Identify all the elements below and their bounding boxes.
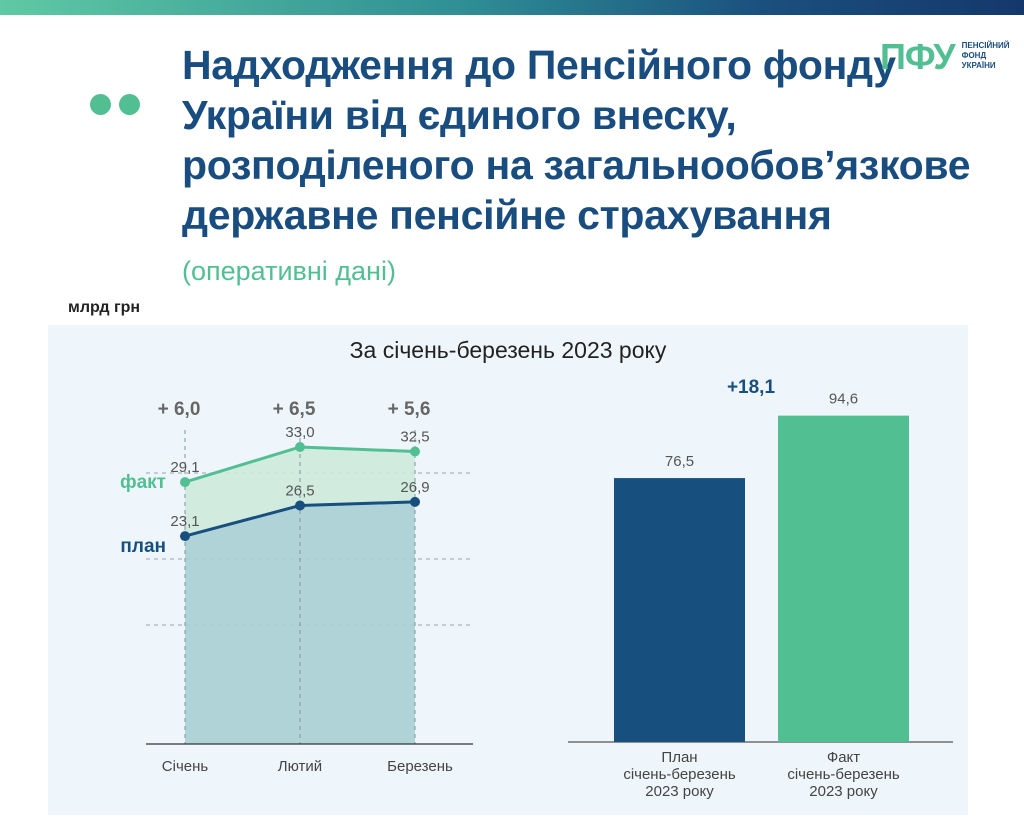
fact-value-label: 29,1 [170, 459, 199, 476]
bar [778, 415, 909, 742]
difference-label: + 6,5 [273, 399, 316, 420]
page-subtitle: (оперативні дані) [182, 256, 396, 286]
decorative-dots [90, 94, 140, 115]
bar-value-label: 94,6 [829, 391, 858, 408]
logo-text: ПЕНСІЙНИЙ ФОНД УКРАЇНИ [961, 41, 1010, 70]
plan-value-label: 23,1 [170, 513, 199, 530]
plan-value-label: 26,9 [400, 479, 429, 496]
dot-icon [119, 94, 140, 115]
bar-category-label: січень-березень [623, 766, 736, 783]
bar-category-label: 2023 року [809, 783, 878, 800]
fact-value-label: 32,5 [400, 429, 429, 446]
logo-mark: ПФУ [880, 36, 956, 77]
plan-point [295, 500, 305, 511]
fact-value-label: 33,0 [285, 424, 314, 441]
plan-point [180, 531, 190, 542]
bar-category-label: План [661, 749, 697, 766]
page-title: Надходження до Пенсійного фонду України … [182, 42, 971, 238]
plan-value-label: 26,5 [285, 483, 314, 500]
series-label-fact: факт [120, 472, 166, 493]
difference-label: + 6,0 [158, 399, 201, 420]
fact-point [180, 477, 190, 488]
x-tick-label: Січень [162, 758, 209, 775]
bar-value-label: 76,5 [665, 453, 694, 470]
fact-area [185, 447, 415, 537]
bar-category-label: Факт [827, 749, 860, 766]
pfu-logo: ПФУ ПЕНСІЙНИЙ ФОНД УКРАЇНИ [880, 38, 1014, 76]
unit-label: млрд грн [68, 299, 141, 316]
bar-category-label: січень-березень [787, 766, 900, 783]
series-label-plan: план [120, 536, 166, 557]
fact-point [295, 442, 305, 452]
top-gradient-bar [0, 0, 1024, 15]
x-tick-label: Березень [387, 758, 453, 775]
charts-svg: 29,1 33,0 32,5 23,1 26,5 26,9 + 6,0 + 6,5 + 5,6 ф… [120, 377, 953, 800]
plan-point [410, 496, 420, 507]
fact-point [410, 446, 420, 457]
bar [614, 478, 745, 742]
difference-label: + 5,6 [388, 399, 431, 420]
bar-difference-label: +18,1 [727, 377, 776, 398]
x-tick-label: Лютий [278, 758, 322, 775]
panel-title: За січень-березень 2023 року [349, 337, 667, 363]
bar-category-label: 2023 року [645, 783, 714, 800]
dot-icon [90, 94, 111, 115]
chart-panel: За січень-березень 2023 року 29,1 33,0 32,… [48, 325, 968, 815]
